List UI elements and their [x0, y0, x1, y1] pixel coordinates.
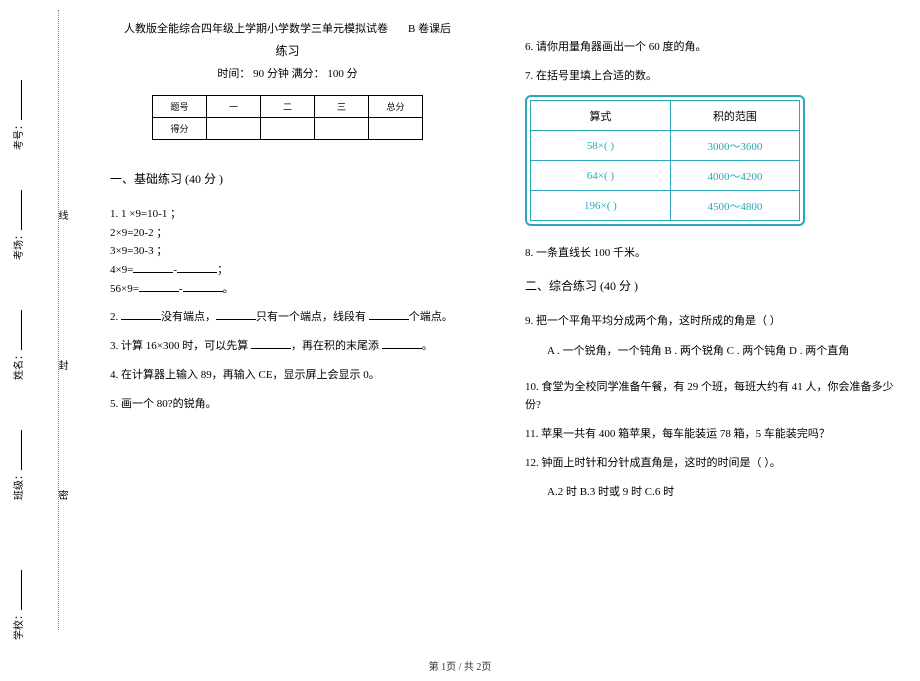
section-2-heading: 二、综合练习 (40 分 ) [525, 277, 900, 294]
page-footer: 第 1页 / 共 2页 [0, 658, 920, 673]
q10: 10. 食堂为全校同学准备午餐，有 29 个班，每班大约有 41 人，你会准备多… [525, 378, 900, 415]
binding-field-name: 姓名： [10, 310, 25, 380]
binding-field-exam-number: 考号： [10, 80, 25, 150]
section-1-heading: 一、基础练习 (40 分 ) [110, 170, 465, 187]
q1-l1: 1. 1 ×9=10-1 ； [110, 205, 465, 224]
score-cell-1 [207, 118, 261, 140]
range-head-2: 积的范围 [670, 101, 799, 131]
range-r2-a: 196×( ) [531, 191, 671, 221]
q3: 3. 计算 16×300 时，可以先算 ，再在积的末尾添 。 [110, 337, 465, 356]
range-head-1: 算式 [531, 101, 671, 131]
score-head-1: 一 [207, 96, 261, 118]
score-table: 题号 一 二 三 总分 得分 [152, 95, 423, 140]
right-column: 6. 请你用量角器画出一个 60 度的角。 7. 在括号里填上合适的数。 算式 … [500, 0, 920, 640]
q1: 1. 1 ×9=10-1 ； 2×9=20-2 ； 3×9=30-3 ； 4×9… [110, 205, 465, 298]
score-row-label: 得分 [153, 118, 207, 140]
q11: 11. 苹果一共有 400 箱苹果，每车能装运 78 箱，5 车能装完吗？ [525, 425, 900, 444]
q1-l4: 4×9=-； [110, 261, 465, 280]
paper-subtitle: 练习 [110, 42, 465, 59]
binding-dotted-line [58, 10, 59, 630]
score-head-0: 题号 [153, 96, 207, 118]
score-cell-3 [315, 118, 369, 140]
seal-char-1: 线 [54, 210, 69, 220]
q5: 5. 画一个 80?的锐角。 [110, 395, 465, 414]
range-r1-b: 4000～4200 [670, 161, 799, 191]
q1-l2: 2×9=20-2 ； [110, 224, 465, 243]
q1-l3: 3×9=30-3 ； [110, 242, 465, 261]
score-head-4: 总分 [369, 96, 423, 118]
range-r0-b: 3000～3600 [670, 131, 799, 161]
paper-timing: 时间： 90 分钟 满分： 100 分 [110, 65, 465, 81]
q4: 4. 在计算器上输入 89，再输入 CE，显示屏上会显示 0。 [110, 366, 465, 385]
binding-field-school: 学校： [10, 570, 25, 640]
paper-variant: B 卷课后 [408, 20, 451, 36]
page-body: 人教版全能综合四年级上学期小学数学三单元模拟试卷 B 卷课后 练习 时间： 90… [80, 0, 920, 640]
range-table: 算式 积的范围 58×( ) 3000～3600 64×( ) 4000～420… [530, 100, 800, 221]
binding-margin: 考号： 考场： 姓名： 班级： 学校： 线 封 密 [0, 0, 70, 640]
q6: 6. 请你用量角器画出一个 60 度的角。 [525, 38, 900, 57]
range-r1-a: 64×( ) [531, 161, 671, 191]
q2: 2. 没有端点，只有一个端点，线段有 个端点。 [110, 308, 465, 327]
q8: 8. 一条直线长 100 千米。 [525, 244, 900, 263]
seal-char-2: 封 [54, 360, 69, 370]
q9: 9. 把一个平角平均分成两个角，这时所成的角是（ ） [525, 312, 900, 331]
range-r2-b: 4500～4800 [670, 191, 799, 221]
left-column: 人教版全能综合四年级上学期小学数学三单元模拟试卷 B 卷课后 练习 时间： 90… [80, 0, 500, 640]
q1-l5: 56×9=-。 [110, 280, 465, 299]
binding-field-exam-room: 考场： [10, 190, 25, 260]
q12: 12. 钟面上时针和分针成直角是，这时的时间是（ ）。 [525, 454, 900, 473]
title-row: 人教版全能综合四年级上学期小学数学三单元模拟试卷 B 卷课后 [110, 20, 465, 36]
paper-title: 人教版全能综合四年级上学期小学数学三单元模拟试卷 [124, 20, 388, 36]
range-r0-a: 58×( ) [531, 131, 671, 161]
q12-options: A.2 时 B.3 时或 9 时 C.6 时 [547, 482, 900, 503]
q7: 7. 在括号里填上合适的数。 [525, 67, 900, 86]
binding-field-class: 班级： [10, 430, 25, 500]
range-table-wrap: 算式 积的范围 58×( ) 3000～3600 64×( ) 4000～420… [525, 95, 805, 226]
seal-char-3: 密 [54, 490, 69, 500]
score-head-2: 二 [261, 96, 315, 118]
score-cell-2 [261, 118, 315, 140]
score-head-3: 三 [315, 96, 369, 118]
score-cell-4 [369, 118, 423, 140]
q9-options: A . 一个锐角，一个钝角 B . 两个锐角 C . 两个钝角 D . 两个直角 [547, 341, 900, 362]
